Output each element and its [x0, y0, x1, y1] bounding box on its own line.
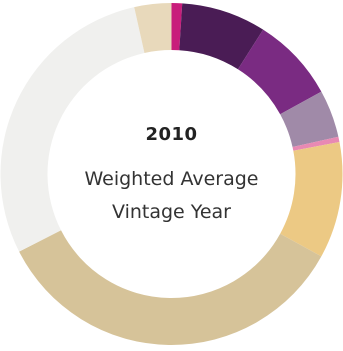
weighted-average-vintage-year-value: 2010	[145, 124, 198, 145]
donut-slice-9	[134, 3, 172, 53]
donut-slice-5	[292, 136, 340, 151]
donut-slice-6	[280, 141, 343, 257]
donut-slice-3	[237, 29, 322, 115]
center-label-line-2: Vintage Year	[111, 201, 231, 223]
donut-slice-2	[179, 3, 264, 70]
donut-slice-4	[280, 91, 339, 147]
donut-slice-8	[0, 7, 145, 252]
donut-slice-1	[171, 3, 183, 51]
donut-slice-7	[19, 230, 322, 346]
center-label-line-1: Weighted Average	[84, 168, 259, 190]
